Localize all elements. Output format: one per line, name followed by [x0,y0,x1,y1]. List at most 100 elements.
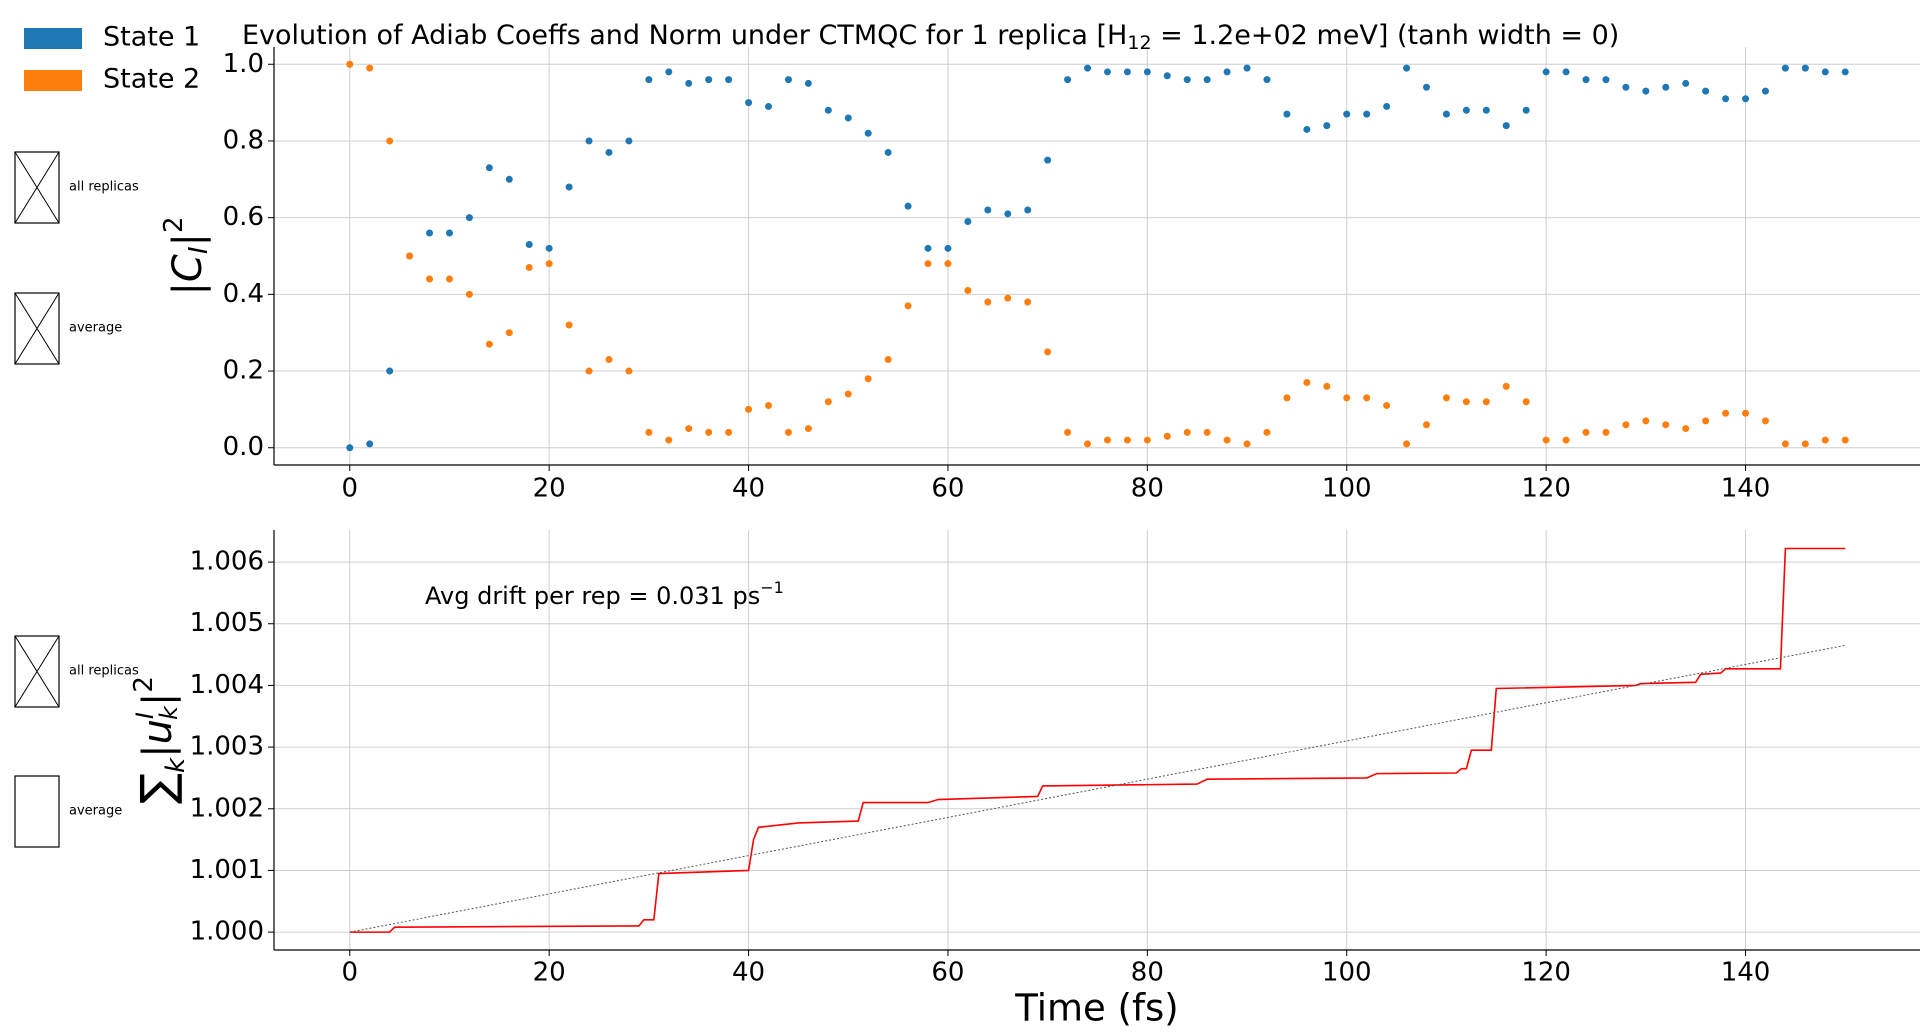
y-tick-label: 1.003 [190,732,264,762]
chart-title: Evolution of Adiab Coeffs and Norm under… [242,20,1619,54]
data-point [426,229,434,237]
x-tick-label: 60 [931,474,964,504]
y-tick-label: 1.004 [190,670,264,700]
x-tick-label: 120 [1521,474,1571,504]
data-point [1801,440,1809,448]
y-label-sup: 2 [159,216,189,233]
data-point [864,129,872,137]
data-point [1004,210,1012,218]
checkbox[interactable]: average [14,775,122,848]
legend-label: State 1 [103,22,200,53]
data-point [1363,394,1371,402]
data-point [665,436,673,444]
x-tick-label: 40 [732,474,765,504]
data-point [1542,68,1550,76]
data-point [1682,79,1690,87]
data-point [1403,440,1411,448]
data-point [1761,417,1769,425]
annotation: Avg drift per rep = 0.031 ps−1 [425,578,784,611]
data-point [1442,110,1450,118]
legend-swatch [24,28,82,49]
data-point [1502,382,1510,390]
title-text: = 1.2e+02 meV] (tanh width = 0) [1152,20,1620,51]
checkbox-check [14,292,60,365]
data-point [1821,436,1829,444]
x-tick-label: 60 [931,958,964,988]
data-point [1622,83,1630,91]
x-tick-label: 140 [1721,474,1771,504]
data-point [1123,68,1131,76]
data-point [1442,394,1450,402]
x-tick-label: 140 [1721,958,1771,988]
data-point [1662,421,1670,429]
data-point [764,402,772,410]
data-point [745,405,753,413]
data-point [1303,125,1311,133]
data-point [1123,436,1131,444]
data-point [485,164,493,172]
data-point [625,137,633,145]
y-label-sup: I [131,712,159,719]
x-tick-label: 80 [1131,958,1164,988]
data-point [1642,87,1650,95]
data-point [1462,398,1470,406]
data-point [505,175,513,183]
data-point [685,425,693,433]
legend-label: State 2 [103,64,200,95]
data-point [465,290,473,298]
y-tick-label: 0.8 [223,125,264,155]
data-point [1722,95,1730,103]
data-point [645,76,653,84]
title-subscript: 12 [1127,32,1151,54]
data-point [366,64,374,72]
data-point [1562,68,1570,76]
data-point [784,76,792,84]
data-point [1363,110,1371,118]
data-point [1283,110,1291,118]
data-point [465,214,473,222]
checkbox-label: average [69,804,122,819]
data-point [525,264,533,272]
data-point [1163,432,1171,440]
x-tick-label: 100 [1322,958,1372,988]
data-point [525,240,533,248]
data-point [1841,436,1849,444]
data-point [904,202,912,210]
data-point [545,260,553,268]
data-point [1084,64,1092,72]
data-point [764,102,772,110]
data-point [1542,436,1550,444]
data-point [605,356,613,364]
data-point [565,183,573,191]
data-point [1024,298,1032,306]
data-point [1522,106,1530,114]
data-point [705,76,713,84]
x-tick-label: 80 [1131,474,1164,504]
data-point [725,76,733,84]
checkbox[interactable]: all replicas [14,151,139,224]
annotation-sup: −1 [760,578,784,597]
data-point [1084,440,1092,448]
series-line [349,547,1846,933]
checkbox[interactable]: average [14,292,122,365]
y-axis-label: |CI|2 [159,216,214,295]
y-tick-label: 1.005 [190,608,264,638]
data-point [1243,64,1251,72]
y-label-text: | [135,693,181,706]
data-point [426,275,434,283]
data-point [1702,87,1710,95]
checkbox[interactable]: all replicas [14,635,139,708]
data-point [585,367,593,375]
data-point [1383,102,1391,110]
y-axis-label: ∑k|uIk|2 [129,676,191,804]
y-tick-label: 0.4 [223,279,264,309]
data-point [1024,206,1032,214]
data-point [1143,68,1151,76]
data-point [1203,428,1211,436]
data-point [884,356,892,364]
data-point [1482,398,1490,406]
data-point [1103,68,1111,76]
y-tick-label: 1.000 [190,917,264,947]
data-point [1841,68,1849,76]
